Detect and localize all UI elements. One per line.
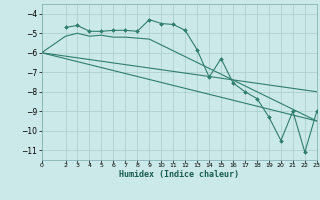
X-axis label: Humidex (Indice chaleur): Humidex (Indice chaleur)	[119, 170, 239, 179]
